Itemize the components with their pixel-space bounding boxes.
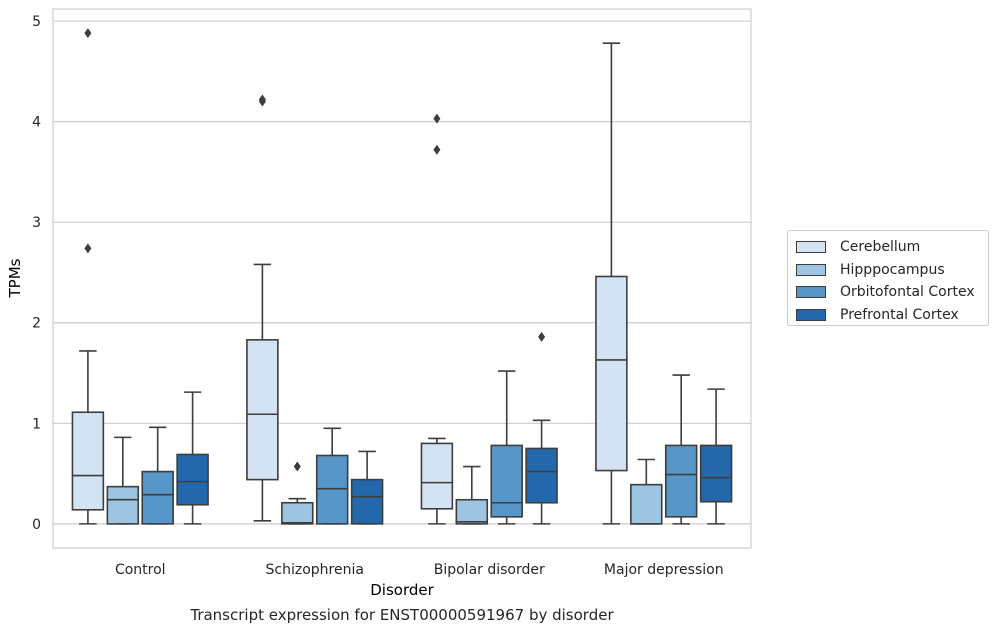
box-2-2 [490, 370, 523, 525]
box-3-2 [525, 331, 558, 525]
x-tick-label: Major depression [604, 562, 724, 578]
box-iqr [595, 275, 628, 472]
figure-caption: Transcript expression for ENST0000059196… [190, 606, 614, 624]
box-iqr [630, 483, 663, 525]
box-iqr [106, 485, 140, 525]
box-2-0 [141, 426, 174, 525]
x-tick-label: Bipolar disorder [434, 562, 545, 578]
legend-label: Hipppocampus [840, 261, 945, 278]
legend-item-orbitofontal-cortex: Orbitofontal Cortex [796, 281, 980, 304]
box-iqr [71, 411, 105, 511]
y-tick-label: 0 [32, 517, 41, 533]
outlier-marker [84, 243, 92, 254]
outlier-marker [538, 331, 546, 342]
outlier-marker [84, 28, 92, 39]
box-iqr [315, 454, 349, 525]
box-0-3 [595, 42, 628, 525]
legend-label: Orbitofontal Cortex [840, 284, 975, 301]
x-tick-label: Control [115, 562, 166, 578]
outlier-marker [433, 113, 441, 124]
x-axis-label: Disorder [370, 581, 434, 599]
outlier-marker [433, 144, 441, 155]
y-tick-label: 4 [32, 115, 41, 131]
x-tick-labels: Control Schizophrenia Bipolar disorder Majo… [115, 562, 724, 578]
box-iqr [176, 453, 209, 506]
box-iqr [420, 442, 454, 510]
box-iqr [699, 444, 733, 503]
legend-swatch [796, 286, 826, 299]
y-tick-label: 1 [32, 416, 41, 432]
box-iqr [141, 470, 174, 525]
outlier-marker [258, 94, 266, 105]
y-tick-labels: 0 1 2 3 4 5 [32, 14, 41, 533]
box-1-3 [630, 458, 663, 525]
box-0-0 [71, 28, 105, 525]
legend-swatch [796, 308, 826, 321]
box-2-3 [664, 374, 698, 525]
box-1-2 [455, 465, 489, 525]
box-iqr [455, 498, 489, 525]
box-iqr [350, 478, 384, 525]
y-tick-label: 2 [32, 316, 41, 332]
box-1-0 [106, 436, 140, 525]
box-0-2 [420, 113, 454, 525]
box-iqr [490, 444, 523, 518]
box-2-1 [315, 427, 349, 525]
box-iqr [281, 501, 314, 525]
legend-item-hippocampus: Hipppocampus [796, 259, 980, 282]
box-0-1 [246, 94, 279, 522]
outlier-marker [293, 461, 301, 472]
box-iqr [246, 339, 279, 481]
plot-frame [52, 8, 752, 549]
y-tick-label: 5 [32, 14, 41, 30]
legend-swatch [796, 241, 826, 254]
box-3-3 [699, 388, 733, 525]
legend-label: Cerebellum [840, 239, 921, 256]
y-axis-label: TPMs [6, 258, 24, 298]
box-series [71, 28, 733, 525]
legend-swatch [796, 263, 826, 276]
box-3-0 [176, 391, 209, 525]
box-3-1 [350, 450, 384, 525]
legend-label: Prefrontal Cortex [840, 306, 959, 323]
box-iqr [525, 447, 558, 504]
box-iqr [664, 444, 698, 518]
legend: Cerebellum Hipppocampus Orbitofontal Cor… [787, 230, 989, 326]
x-tick-label: Schizophrenia [266, 562, 364, 578]
legend-item-cerebellum: Cerebellum [796, 236, 980, 259]
box-1-1 [281, 461, 314, 525]
y-tick-label: 3 [32, 215, 41, 231]
legend-item-prefrontal-cortex: Prefrontal Cortex [796, 304, 980, 327]
